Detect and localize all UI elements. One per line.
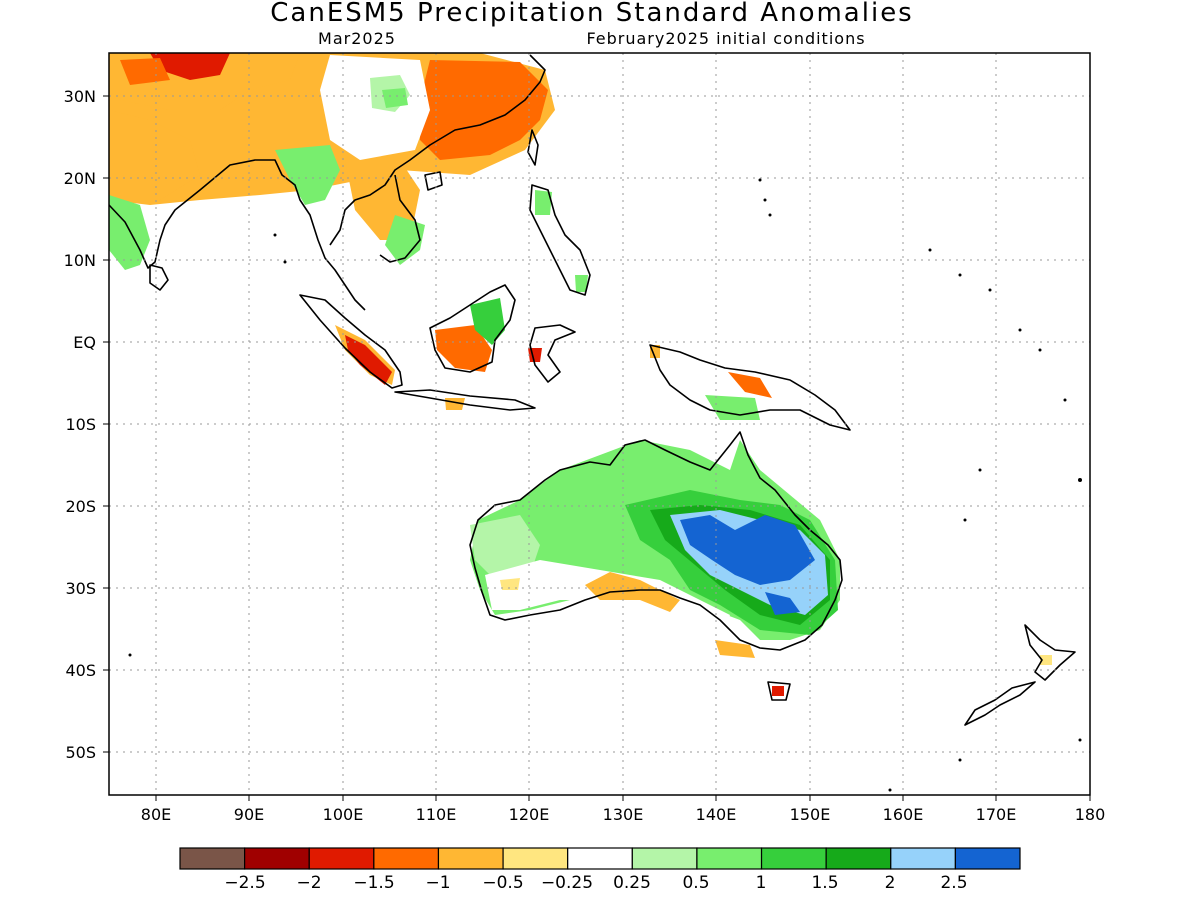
colorbar-box <box>244 847 310 870</box>
tasmania-dry <box>772 686 784 696</box>
lat-tick-labels: 30N 20N 10N EQ 10S 20S 30S 40S 50S <box>64 87 96 762</box>
coastline-hainan <box>424 171 443 191</box>
colorbar-boxes <box>179 847 1021 870</box>
colorbar-label: −1.5 <box>353 873 394 893</box>
colorbar-box <box>308 847 375 870</box>
map-subtitle-right: February2025 initial conditions <box>586 29 865 48</box>
colorbar-label: −0.25 <box>541 873 593 893</box>
coastline-vietnam <box>379 174 421 263</box>
colorbar-label: −2 <box>296 873 321 893</box>
coastline-sri-lanka <box>149 264 169 291</box>
colorbar-box <box>890 847 956 870</box>
coastlines <box>109 54 1076 726</box>
colorbar-label: 1.5 <box>811 873 838 893</box>
nz-dry <box>1040 655 1052 665</box>
colorbar-box <box>179 847 246 870</box>
philippines-wet-2 <box>575 275 588 292</box>
australia-east-extreme-2 <box>765 592 800 615</box>
map-title: CanESM5 Precipitation Standard Anomalies <box>270 0 913 28</box>
lon-tick-label: 110E <box>416 805 457 824</box>
coastline-nz-north <box>1024 624 1076 681</box>
australia-west-light <box>470 515 540 580</box>
coastline-java <box>394 389 536 411</box>
coastline-nz-south <box>964 681 1036 726</box>
new-guinea-wet <box>705 395 760 420</box>
lon-tick-label: 130E <box>603 805 644 824</box>
lon-tick-label: 160E <box>883 805 924 824</box>
lon-tick-label: 100E <box>323 805 364 824</box>
australia-se-dry <box>715 640 755 658</box>
lat-tick-label: 30S <box>65 579 96 598</box>
colorbar-box <box>437 847 504 870</box>
colorbar-label: −0.5 <box>482 873 523 893</box>
lon-tick-label: 150E <box>790 805 831 824</box>
coastline-philippines <box>529 184 591 296</box>
australia-sw-dry <box>500 578 520 590</box>
colorbar-box <box>954 847 1021 870</box>
lon-tick-label: 140E <box>696 805 737 824</box>
colorbar-label: −1 <box>425 873 450 893</box>
china-below-normal-strong <box>420 60 548 160</box>
coastline-australia <box>469 431 843 651</box>
colorbar-box <box>825 847 892 870</box>
coastline-sulawesi <box>529 324 576 383</box>
coastline-indochina <box>329 54 546 246</box>
colorbar-label: −2.5 <box>224 873 265 893</box>
sumatra-strong-dry <box>345 335 392 385</box>
colorbar-label: 0.25 <box>613 873 651 893</box>
lat-tick-label: 10N <box>64 251 96 270</box>
lat-tick-label: EQ <box>73 333 96 352</box>
lat-tick-label: 50S <box>65 743 96 762</box>
grid <box>109 53 1090 795</box>
colorbar-label: 2 <box>885 873 896 893</box>
colorbar-label: 2.5 <box>940 873 967 893</box>
moluccas-dry <box>650 345 660 358</box>
australia-east-extreme <box>680 515 815 585</box>
philippines-wet-1 <box>535 190 552 215</box>
coastline-sumatra <box>299 294 403 389</box>
borneo-wet <box>470 298 505 345</box>
map-subtitle-left: Mar2025 <box>318 29 396 48</box>
colorbar-box <box>567 847 633 870</box>
colorbar: −2.5 −2 −1.5 −1 −0.5 −0.25 0.25 0.5 1 1.… <box>179 847 1021 893</box>
lon-tick-marks <box>155 795 1091 801</box>
lat-tick-label: 30N <box>64 87 96 106</box>
himalaya-strong-dry <box>150 53 230 80</box>
lon-tick-label: 170E <box>976 805 1017 824</box>
lon-tick-label: 120E <box>509 805 550 824</box>
lon-tick-label: 180 <box>1075 805 1106 824</box>
lat-tick-label: 20S <box>65 497 96 516</box>
colorbar-box <box>373 847 440 870</box>
coastline-new-guinea <box>649 344 851 431</box>
colorbar-label: 1 <box>756 873 767 893</box>
lat-tick-label: 40S <box>65 661 96 680</box>
himalaya-dry <box>120 58 170 85</box>
borneo-dry <box>435 325 492 372</box>
colorbar-label: 0.5 <box>682 873 709 893</box>
colorbar-box <box>760 847 827 870</box>
lat-tick-label: 10S <box>65 415 96 434</box>
lat-tick-label: 20N <box>64 169 96 188</box>
asia-wet-patch-2 <box>382 88 408 108</box>
lat-tick-marks <box>103 95 109 753</box>
australia-south-dry <box>585 572 680 612</box>
colorbar-box <box>631 847 698 870</box>
myanmar-wet <box>275 145 340 205</box>
sulawesi-dry <box>528 348 542 362</box>
colorbar-labels: −2.5 −2 −1.5 −1 −0.5 −0.25 0.25 0.5 1 1.… <box>224 873 967 893</box>
indochina-wet <box>385 215 425 265</box>
lon-tick-label: 90E <box>234 805 264 824</box>
small-islands <box>128 178 1082 792</box>
lon-tick-label: 80E <box>141 805 171 824</box>
colorbar-box <box>502 847 569 870</box>
coastline-borneo <box>429 284 516 373</box>
colorbar-box <box>696 847 763 870</box>
anomaly-shading <box>109 53 1052 696</box>
australia-south-normal <box>485 560 730 645</box>
lon-tick-labels: 80E 90E 100E 110E 120E 130E 140E 150E 16… <box>141 805 1106 824</box>
new-guinea-dry <box>728 372 772 398</box>
coastline-tasmania <box>767 681 791 701</box>
